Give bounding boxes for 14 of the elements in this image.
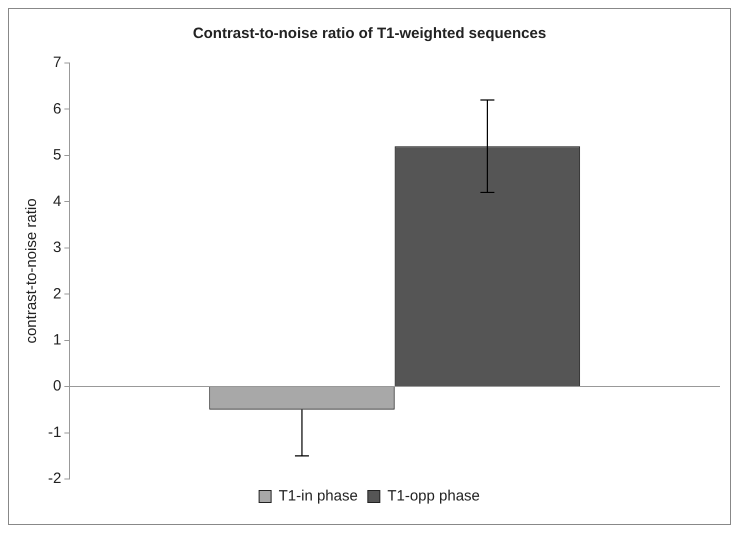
y-tick-label: 4	[52, 192, 62, 210]
y-axis-title: contrast-to-noise ratio	[23, 198, 40, 344]
y-tick-label: 1	[52, 331, 62, 348]
y-tick-label: 3	[52, 239, 62, 256]
y-tick-label: -2	[48, 470, 62, 488]
y-tick-label: 5	[52, 146, 62, 164]
chart-title: Contrast-to-noise ratio of T1-weighted sequences	[192, 25, 546, 42]
y-tick-label: -1	[48, 424, 62, 441]
legend-label: T1-in phase	[278, 488, 358, 505]
y-tick-label: 2	[52, 285, 62, 302]
y-tick-label: 7	[52, 54, 62, 72]
legend-label: T1-opp phase	[387, 488, 480, 505]
y-tick-label: 0	[52, 378, 62, 395]
y-tick-label: 6	[52, 100, 62, 118]
